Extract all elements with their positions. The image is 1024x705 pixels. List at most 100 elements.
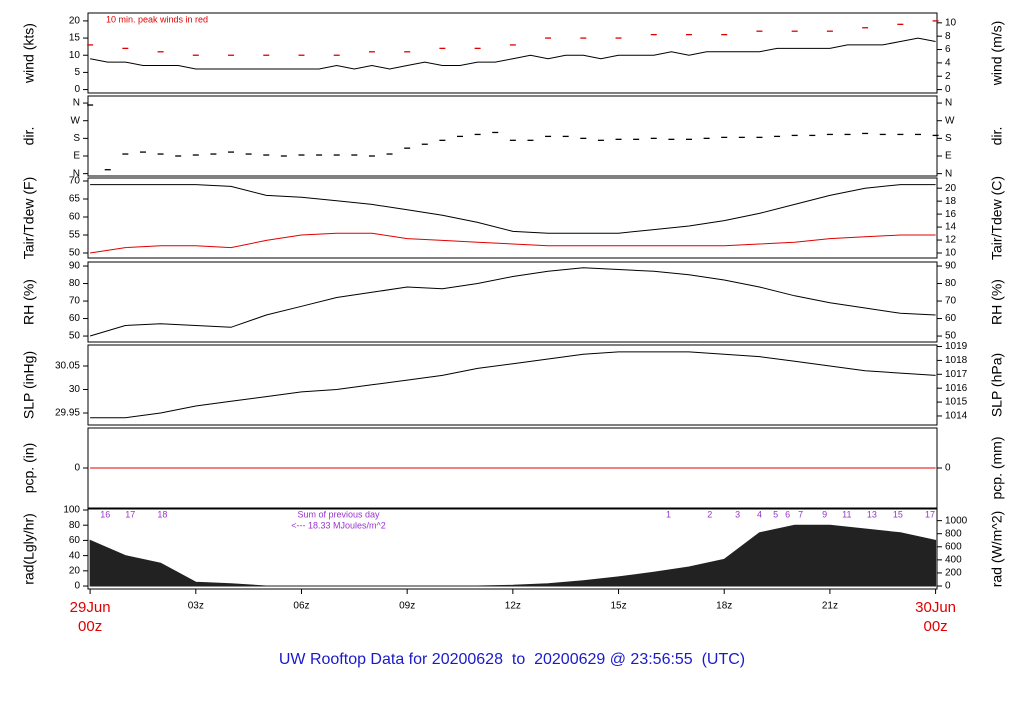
y2-tick-label: 18 <box>945 196 957 207</box>
y2-tick-label: 90 <box>945 261 957 272</box>
y-tick-label: 20 <box>69 565 81 576</box>
x-tick-label: 03z <box>188 601 204 612</box>
y2-tick-label: 16 <box>945 209 957 220</box>
y2-tick-label: 1016 <box>945 383 968 394</box>
y2-tick-label: 60 <box>945 313 957 324</box>
hour-mark: 18 <box>157 509 167 519</box>
y-tick-label: 0 <box>74 84 80 95</box>
y-tick-label: 100 <box>63 505 80 516</box>
y2-tick-label: 50 <box>945 331 957 342</box>
y2-tick-label: 1015 <box>945 397 968 408</box>
hour-mark: 6 <box>785 509 790 519</box>
annotation: Sum of previous day <box>297 509 380 519</box>
hour-mark: 7 <box>798 509 803 519</box>
y-tick-label: N <box>73 98 80 109</box>
y-tick-label: 0 <box>74 463 80 474</box>
y-tick-label: 15 <box>69 33 81 44</box>
y-tick-label: 60 <box>69 313 81 324</box>
y2-tick-label: 200 <box>945 568 962 579</box>
x-end-day: 30Jun <box>915 599 956 616</box>
y-tick-label: 30.05 <box>55 361 80 372</box>
y-tick-label: 65 <box>69 194 81 205</box>
y2-tick-label: W <box>945 115 955 126</box>
y2-tick-label: 14 <box>945 222 957 233</box>
y-tick-label: 70 <box>69 296 81 307</box>
annotation: <--- 18.33 MJoules/m^2 <box>291 520 386 530</box>
x-tick-label: 09z <box>399 601 415 612</box>
y2-tick-label: 12 <box>945 235 957 246</box>
y-axis-label: RH (%) <box>21 279 37 325</box>
hour-mark: 3 <box>735 509 740 519</box>
panel-frame <box>87 344 938 426</box>
y2-tick-label: 0 <box>945 463 951 474</box>
y-tick-label: 10 <box>69 50 81 61</box>
hour-mark: 4 <box>757 509 762 519</box>
y2-tick-label: 1014 <box>945 411 968 422</box>
panel-frame <box>87 261 938 343</box>
y2-tick-label: 10 <box>945 248 957 259</box>
y-tick-label: 29.95 <box>55 408 80 419</box>
y2-axis-label: RH (%) <box>989 279 1005 325</box>
y2-tick-label: 10 <box>945 17 957 28</box>
y-tick-label: 70 <box>69 176 81 187</box>
y2-tick-label: N <box>945 168 952 179</box>
y-tick-label: 0 <box>74 581 80 592</box>
y-tick-label: 80 <box>69 278 81 289</box>
y-tick-label: E <box>73 151 80 162</box>
x-end-day: 29Jun <box>70 599 111 616</box>
hour-mark: 13 <box>867 509 877 519</box>
y-tick-label: 50 <box>69 331 81 342</box>
x-end-hour: 00z <box>78 618 102 635</box>
y2-tick-label: 20 <box>945 183 957 194</box>
data-line <box>90 184 936 234</box>
y-axis-label: wind (kts) <box>21 23 37 84</box>
y-axis-label: pcp. (in) <box>21 443 37 494</box>
data-line <box>90 351 936 419</box>
y2-axis-label: dir. <box>989 127 1005 146</box>
data-line <box>90 37 936 70</box>
x-end-hour: 00z <box>923 618 947 635</box>
y2-tick-label: 400 <box>945 555 962 566</box>
y-axis-label: Tair/Tdew (F) <box>21 177 37 259</box>
hour-mark: 17 <box>925 509 935 519</box>
hour-mark: 9 <box>822 509 827 519</box>
y-tick-label: 60 <box>69 535 81 546</box>
y2-tick-label: 600 <box>945 541 962 552</box>
y2-tick-label: 70 <box>945 296 957 307</box>
y2-axis-label: SLP (hPa) <box>989 353 1005 417</box>
footer: UW Rooftop Data for 20200628 to 20200629… <box>279 651 745 668</box>
y2-axis-label: rad (W/m^2) <box>989 511 1005 588</box>
hour-mark: 16 <box>100 509 110 519</box>
y-tick-label: 90 <box>69 261 81 272</box>
y-axis-label: dir. <box>21 127 37 146</box>
y-tick-label: 40 <box>69 550 81 561</box>
y-tick-label: 60 <box>69 212 81 223</box>
x-tick-label: 15z <box>610 601 626 612</box>
y-tick-label: S <box>73 133 80 144</box>
hour-mark: 1 <box>666 509 671 519</box>
hour-mark: 17 <box>125 509 135 519</box>
x-tick-label: 06z <box>293 601 309 612</box>
y2-tick-label: 6 <box>945 44 951 55</box>
y2-axis-label: Tair/Tdew (C) <box>989 176 1005 260</box>
hour-mark: 5 <box>773 509 778 519</box>
y2-tick-label: 8 <box>945 31 951 42</box>
data-line <box>90 232 936 254</box>
y-tick-label: W <box>71 115 81 126</box>
y2-tick-label: E <box>945 151 952 162</box>
data-area <box>89 524 937 587</box>
y-tick-label: 80 <box>69 520 81 531</box>
y-tick-label: 30 <box>69 384 81 395</box>
y2-tick-label: 0 <box>945 581 951 592</box>
y2-tick-label: S <box>945 133 952 144</box>
y2-tick-label: 1019 <box>945 341 968 352</box>
y2-tick-label: 0 <box>945 84 951 95</box>
y2-tick-label: 4 <box>945 58 951 69</box>
x-tick-label: 18z <box>716 601 732 612</box>
panel-frame <box>87 177 938 259</box>
hour-mark: 2 <box>707 509 712 519</box>
y2-tick-label: N <box>945 98 952 109</box>
y-axis-label: rad(Lgly/hr) <box>21 513 37 585</box>
